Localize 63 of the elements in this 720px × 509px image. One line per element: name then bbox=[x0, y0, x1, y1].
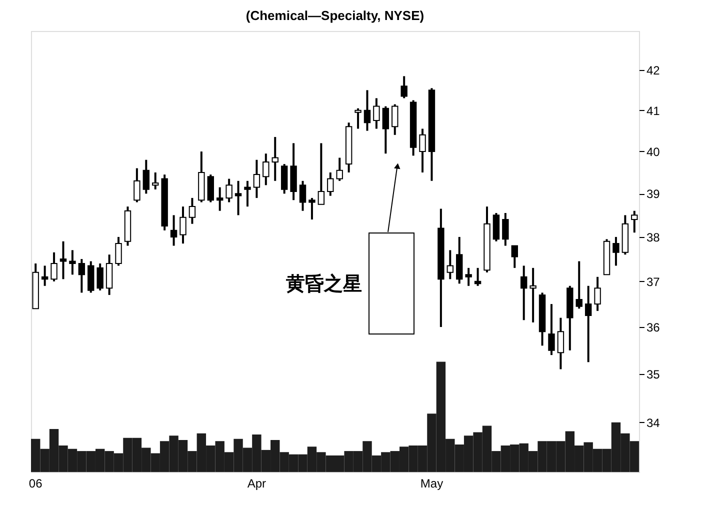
candlestick bbox=[474, 266, 482, 287]
x-tick-label: 06 bbox=[28, 476, 43, 490]
candlestick bbox=[262, 152, 270, 186]
candlestick bbox=[373, 97, 380, 130]
candlestick bbox=[180, 206, 186, 245]
annotation: 黄昏之星 bbox=[285, 273, 362, 295]
candlestick bbox=[520, 264, 528, 322]
candlestick bbox=[115, 236, 122, 267]
x-tick-label: May bbox=[420, 476, 444, 490]
y-tick-label: 39 bbox=[646, 187, 660, 202]
candlestick bbox=[382, 105, 390, 155]
candlestick bbox=[226, 178, 232, 204]
candlestick bbox=[327, 171, 334, 197]
candlestick bbox=[594, 276, 601, 312]
y-tick-label: 35 bbox=[646, 367, 660, 382]
candlestick bbox=[142, 158, 150, 195]
x-tick-label: Apr bbox=[247, 476, 266, 490]
candlestick bbox=[207, 174, 214, 204]
y-tick-label: 42 bbox=[646, 64, 660, 78]
candlestick bbox=[492, 212, 500, 242]
candlestick bbox=[272, 136, 278, 182]
chart-title: (Chemical—Specialty, NYSE) bbox=[246, 8, 424, 23]
candlestick bbox=[465, 266, 472, 287]
candlestick bbox=[78, 258, 86, 294]
candlestick bbox=[134, 167, 140, 204]
candlestick bbox=[631, 210, 638, 234]
candlestick bbox=[530, 266, 536, 324]
candlestick bbox=[96, 262, 104, 292]
y-tick-label: 40 bbox=[646, 144, 660, 159]
candlestick bbox=[50, 251, 58, 282]
candlestick bbox=[364, 89, 371, 132]
candlestick bbox=[253, 158, 260, 199]
candlestick bbox=[336, 156, 343, 182]
candlestick bbox=[502, 212, 509, 247]
candlestick bbox=[584, 284, 592, 364]
candlestick bbox=[446, 249, 454, 280]
candlestick bbox=[170, 214, 178, 247]
y-tick-label: 34 bbox=[646, 416, 660, 430]
candlestick bbox=[69, 249, 76, 276]
candlestick bbox=[234, 180, 242, 216]
candlestick bbox=[576, 260, 582, 310]
candlestick bbox=[612, 236, 620, 267]
y-tick-label: 41 bbox=[646, 104, 660, 118]
candlestick bbox=[299, 180, 306, 212]
candlestick bbox=[41, 264, 48, 287]
candlestick bbox=[557, 316, 564, 370]
candlestick bbox=[392, 103, 398, 136]
candlestick bbox=[308, 196, 316, 221]
candlestick bbox=[419, 128, 426, 174]
candlestick bbox=[152, 171, 159, 190]
candlestick bbox=[216, 186, 224, 212]
candlestick bbox=[60, 240, 67, 280]
y-tick-label: 36 bbox=[646, 320, 660, 335]
candlestick bbox=[244, 180, 251, 208]
candlestick bbox=[354, 107, 362, 130]
candlestick bbox=[548, 303, 555, 356]
y-tick-label: 38 bbox=[646, 230, 660, 244]
y-tick-label: 37 bbox=[646, 274, 660, 289]
candlestick bbox=[188, 196, 196, 225]
candlestick bbox=[400, 75, 408, 100]
candlestick bbox=[318, 142, 325, 206]
candlestick bbox=[511, 244, 518, 269]
candlestick bbox=[280, 163, 288, 195]
